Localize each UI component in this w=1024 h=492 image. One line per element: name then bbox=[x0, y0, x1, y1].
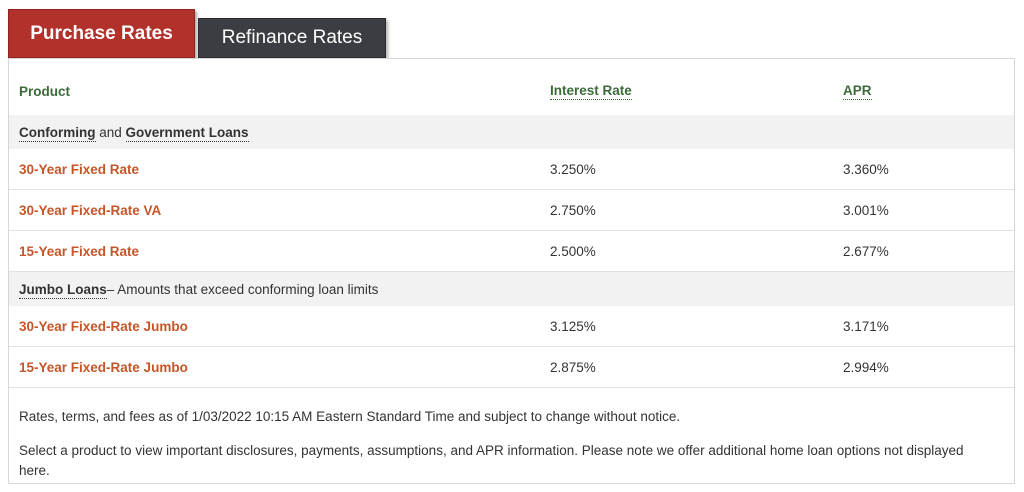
apr-value: 3.171% bbox=[843, 318, 889, 334]
rates-as-of-note: Rates, terms, and fees as of 1/03/2022 1… bbox=[19, 409, 681, 424]
government-loans-term-link[interactable]: Government Loans bbox=[125, 124, 249, 142]
conforming-term-link[interactable]: Conforming bbox=[19, 124, 96, 142]
table-row: 30-Year Fixed-Rate Jumbo 3.125% 3.171% bbox=[9, 306, 1014, 347]
section-conforming-government: Conforming and Government Loans bbox=[9, 115, 1014, 149]
table-header: Product Interest Rate APR bbox=[9, 73, 1014, 109]
product-link[interactable]: 15-Year Fixed Rate bbox=[19, 243, 140, 259]
section-jumbo-loans: Jumbo Loans– Amounts that exceed conform… bbox=[9, 272, 1014, 306]
table-row: 30-Year Fixed Rate 3.250% 3.360% bbox=[9, 149, 1014, 190]
interest-rate-value: 3.250% bbox=[550, 161, 596, 177]
table-row: 15-Year Fixed Rate 2.500% 2.677% bbox=[9, 231, 1014, 272]
interest-rate-value: 3.125% bbox=[550, 318, 596, 334]
product-link[interactable]: 30-Year Fixed-Rate Jumbo bbox=[19, 318, 188, 334]
interest-rate-value: 2.500% bbox=[550, 243, 596, 259]
apr-value: 3.360% bbox=[843, 161, 889, 177]
apr-value: 2.994% bbox=[843, 359, 889, 375]
section-connector: and bbox=[95, 124, 126, 140]
section-title: Conforming and Government Loans bbox=[19, 124, 249, 142]
interest-rate-value: 2.875% bbox=[550, 359, 596, 375]
rates-panel: Product Interest Rate APR Conforming and… bbox=[8, 58, 1015, 484]
rate-disclosure-notes: Rates, terms, and fees as of 1/03/2022 1… bbox=[19, 407, 979, 481]
section-title: Jumbo Loans– Amounts that exceed conform… bbox=[19, 281, 379, 299]
header-apr[interactable]: APR bbox=[843, 82, 872, 100]
interest-rate-value: 2.750% bbox=[550, 202, 596, 218]
apr-value: 3.001% bbox=[843, 202, 889, 218]
tab-refinance-rates[interactable]: Refinance Rates bbox=[198, 18, 386, 58]
product-link[interactable]: 30-Year Fixed-Rate VA bbox=[19, 202, 162, 218]
select-product-note: Select a product to view important discl… bbox=[19, 443, 964, 478]
product-link[interactable]: 30-Year Fixed Rate bbox=[19, 161, 140, 177]
apr-value: 2.677% bbox=[843, 243, 889, 259]
jumbo-loans-term-link[interactable]: Jumbo Loans bbox=[19, 281, 107, 299]
header-product: Product bbox=[19, 83, 71, 99]
section-note: – Amounts that exceed conforming loan li… bbox=[106, 281, 379, 297]
table-row: 30-Year Fixed-Rate VA 2.750% 3.001% bbox=[9, 190, 1014, 231]
product-link[interactable]: 15-Year Fixed-Rate Jumbo bbox=[19, 359, 188, 375]
table-row: 15-Year Fixed-Rate Jumbo 2.875% 2.994% bbox=[9, 347, 1014, 388]
tab-purchase-rates[interactable]: Purchase Rates bbox=[8, 9, 195, 58]
header-interest-rate[interactable]: Interest Rate bbox=[550, 82, 632, 100]
